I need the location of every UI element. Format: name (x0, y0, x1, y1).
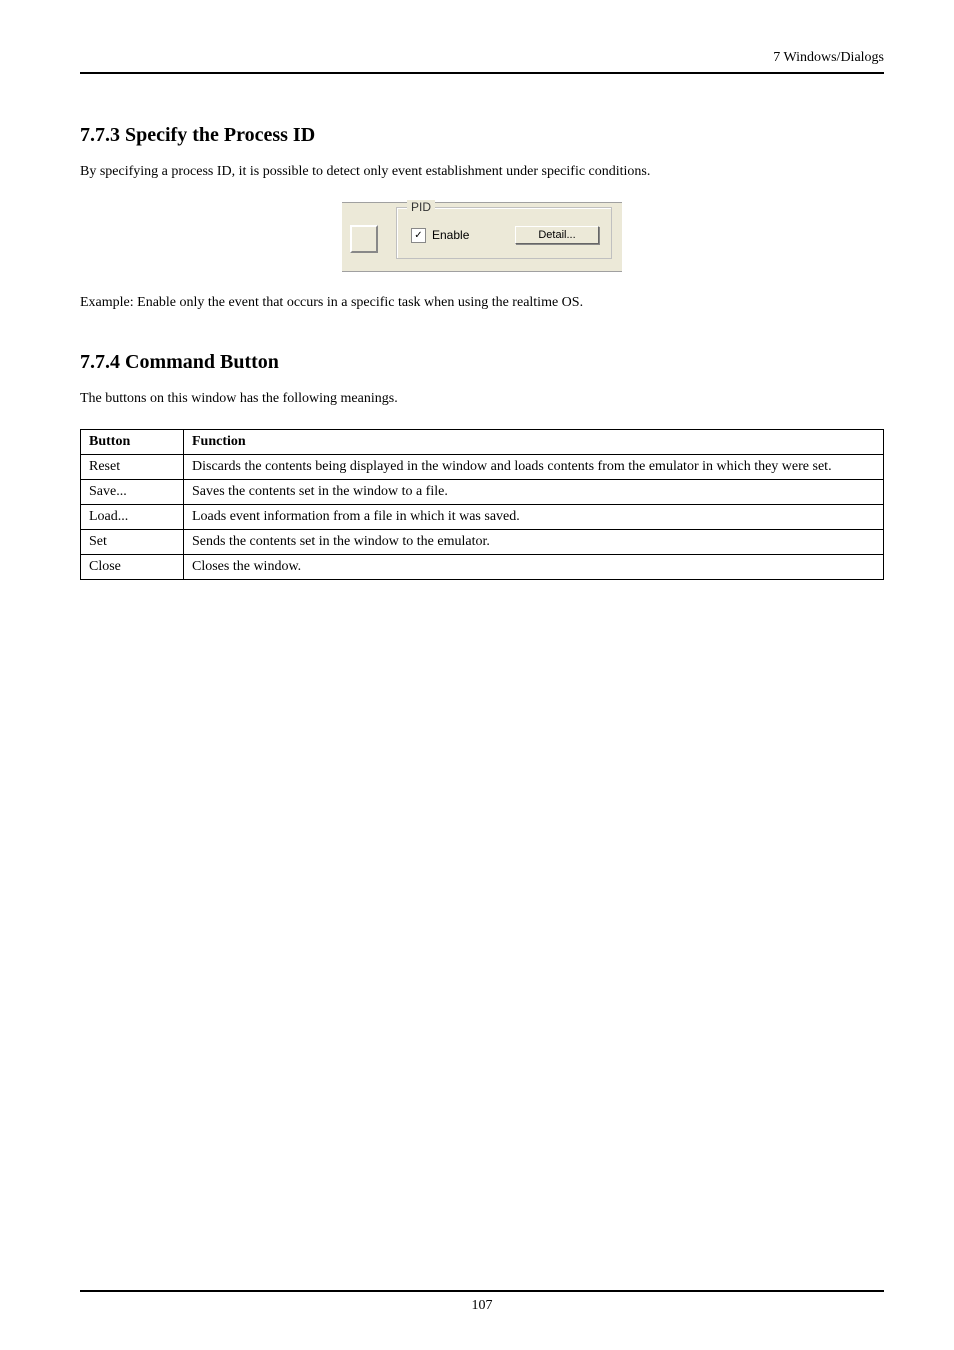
detail-button[interactable]: Detail... (515, 226, 599, 244)
pid-screenshot: PID ✓ Enable Detail... (80, 202, 884, 272)
cell-button: Set (81, 530, 184, 555)
enable-checkbox[interactable]: ✓ (411, 228, 426, 243)
pid-fieldset: PID ✓ Enable Detail... (396, 207, 612, 259)
button-function-table: Button Function Reset Discards the conte… (80, 429, 884, 580)
table-row: Save... Saves the contents set in the wi… (81, 480, 884, 505)
checkmark-icon: ✓ (414, 230, 422, 241)
page-number: 107 (472, 1298, 493, 1313)
prev-scroll-button[interactable] (350, 225, 378, 253)
section-774-intro: The buttons on this window has the follo… (80, 388, 884, 409)
header-chapter: 7 Windows/Dialogs (773, 50, 884, 65)
pid-panel: PID ✓ Enable Detail... (342, 202, 622, 272)
cell-button: Save... (81, 480, 184, 505)
enable-checkbox-wrap[interactable]: ✓ Enable (411, 228, 469, 243)
cell-function: Closes the window. (184, 555, 884, 580)
th-function: Function (184, 430, 884, 455)
cell-button: Reset (81, 455, 184, 480)
table-row: Close Closes the window. (81, 555, 884, 580)
page-footer: 107 (80, 1290, 884, 1314)
table-row: Set Sends the contents set in the window… (81, 530, 884, 555)
section-773-example: Example: Enable only the event that occu… (80, 292, 884, 313)
table-row: Load... Loads event information from a f… (81, 505, 884, 530)
pid-legend: PID (407, 200, 435, 214)
cell-function: Sends the contents set in the window to … (184, 530, 884, 555)
cell-function: Saves the contents set in the window to … (184, 480, 884, 505)
table-row: Reset Discards the contents being displa… (81, 455, 884, 480)
section-heading-774: 7.7.4 Command Button (80, 351, 884, 374)
enable-checkbox-label: Enable (432, 228, 469, 242)
th-button: Button (81, 430, 184, 455)
cell-button: Close (81, 555, 184, 580)
cell-function: Discards the contents being displayed in… (184, 455, 884, 480)
cell-button: Load... (81, 505, 184, 530)
page-header: 7 Windows/Dialogs (80, 50, 884, 74)
section-773-intro: By specifying a process ID, it is possib… (80, 161, 884, 182)
cell-function: Loads event information from a file in w… (184, 505, 884, 530)
section-heading-773: 7.7.3 Specify the Process ID (80, 124, 884, 147)
table-body: Reset Discards the contents being displa… (81, 455, 884, 580)
